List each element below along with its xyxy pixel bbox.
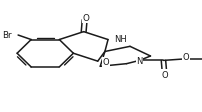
Text: O: O	[183, 52, 189, 61]
Text: Br: Br	[2, 30, 12, 39]
Text: O: O	[162, 70, 169, 79]
Text: NH: NH	[114, 35, 126, 44]
Text: N: N	[136, 56, 143, 65]
Text: O: O	[103, 58, 109, 67]
Text: O: O	[82, 14, 89, 23]
